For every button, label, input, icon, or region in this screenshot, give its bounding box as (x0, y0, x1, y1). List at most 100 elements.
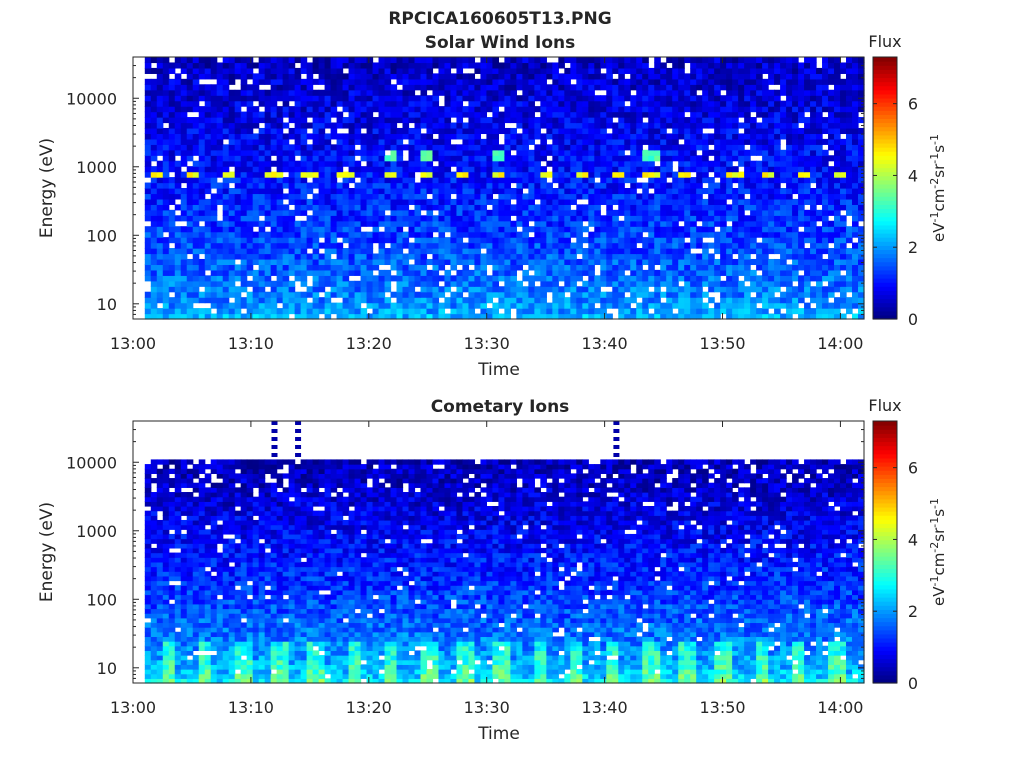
heatmap-cell (822, 258, 829, 266)
heatmap-cell (390, 166, 398, 173)
heatmap-cell (822, 286, 829, 293)
heatmap-cell (666, 204, 673, 211)
heatmap-cell (270, 100, 278, 107)
heatmap-cell (324, 160, 332, 167)
heatmap-cell (192, 209, 200, 216)
heatmap-cell (756, 280, 763, 287)
heatmap-cell (834, 264, 841, 271)
heatmap-cell (660, 291, 667, 298)
heatmap-cell (708, 177, 715, 184)
heatmap-cell (204, 106, 212, 113)
heatmap-cell (234, 144, 242, 151)
heatmap-cell (354, 133, 362, 140)
heatmap-cell (684, 204, 691, 211)
heatmap-cell (846, 138, 853, 145)
heatmap-cell (732, 117, 739, 124)
heatmap-cell (468, 291, 476, 298)
heatmap-cell (852, 209, 859, 216)
heatmap-cell (342, 198, 350, 205)
heatmap-cell (486, 106, 494, 113)
heatmap-cell (810, 308, 817, 315)
heatmap-cell (372, 313, 380, 320)
heatmap-cell (204, 67, 212, 74)
heatmap-cell (486, 308, 494, 315)
heatmap-cell (480, 166, 488, 173)
heatmap-cell (246, 313, 254, 320)
heatmap-cell (564, 127, 571, 135)
heatmap-cell (846, 155, 853, 162)
heatmap-cell (660, 231, 667, 238)
heatmap-cell (360, 291, 368, 298)
heatmap-cell (828, 177, 835, 184)
heatmap-cell (456, 78, 464, 85)
heatmap-cell (852, 188, 859, 195)
heatmap-cell (804, 291, 811, 298)
heatmap-cell (378, 253, 386, 260)
heatmap-cell (786, 73, 793, 80)
heatmap-cell (240, 302, 248, 309)
heatmap-cell (216, 269, 224, 276)
heatmap-cell (432, 89, 440, 96)
heatmap-cell (192, 84, 200, 91)
heatmap-cell (546, 313, 553, 320)
heatmap-cell (690, 100, 697, 107)
heatmap-cell (600, 237, 607, 244)
heatmap-cell (342, 248, 350, 255)
heatmap-cell (846, 89, 853, 96)
heatmap-cell (570, 275, 577, 282)
heatmap-cell (300, 138, 308, 145)
heatmap-cell (600, 308, 607, 315)
heatmap-cell (720, 122, 727, 129)
heatmap-cell (312, 106, 320, 113)
heatmap-cell (828, 188, 835, 195)
heatmap-cell (786, 160, 793, 167)
heatmap-cell (180, 149, 188, 156)
heatmap-cell (714, 220, 721, 227)
heatmap-cell (672, 226, 679, 233)
heatmap-cell (768, 177, 775, 184)
heatmap-cell (744, 220, 751, 227)
heatmap-cell (576, 160, 583, 167)
heatmap-cell (168, 138, 176, 145)
heatmap-cell (804, 280, 811, 287)
heatmap-cell (150, 182, 158, 189)
heatmap-cell (234, 209, 242, 216)
heatmap-cell (216, 133, 224, 140)
heatmap-cell (204, 275, 212, 282)
heatmap-cell (654, 253, 661, 260)
heatmap-cell (696, 117, 703, 124)
heatmap-cell (168, 111, 176, 118)
heatmap-cell (624, 193, 631, 200)
heatmap-cell (726, 291, 733, 298)
heatmap-cell (480, 78, 488, 85)
heatmap-cell (192, 226, 200, 233)
heatmap-cell (846, 144, 853, 151)
heatmap-cell (222, 286, 230, 293)
heatmap-cell (804, 106, 811, 113)
heatmap-cell (336, 231, 344, 238)
heatmap-cell (162, 106, 170, 113)
heatmap-cell (846, 308, 853, 315)
heatmap-cell (300, 122, 308, 129)
heatmap-cell (234, 237, 242, 244)
heatmap-cell (828, 193, 835, 200)
heatmap-cell (318, 133, 326, 140)
heatmap-cell (420, 117, 428, 124)
heatmap-cell (264, 133, 272, 140)
heatmap-cell (228, 302, 236, 309)
heatmap-cell (840, 188, 847, 195)
heatmap-cell (624, 258, 631, 266)
heatmap-cell (252, 166, 260, 173)
heatmap-cell (570, 171, 577, 178)
heatmap-cell (480, 264, 488, 271)
heatmap-cell (306, 308, 314, 315)
heatmap-cell (768, 313, 775, 320)
heatmap-cell (474, 138, 482, 145)
heatmap-cell (702, 78, 709, 85)
heatmap-cell (696, 106, 703, 113)
heatmap-cell (144, 226, 152, 233)
heatmap-cell (756, 73, 763, 80)
heatmap-cell (564, 111, 571, 118)
heatmap-cell (288, 95, 296, 102)
heatmap-cell (270, 78, 278, 85)
